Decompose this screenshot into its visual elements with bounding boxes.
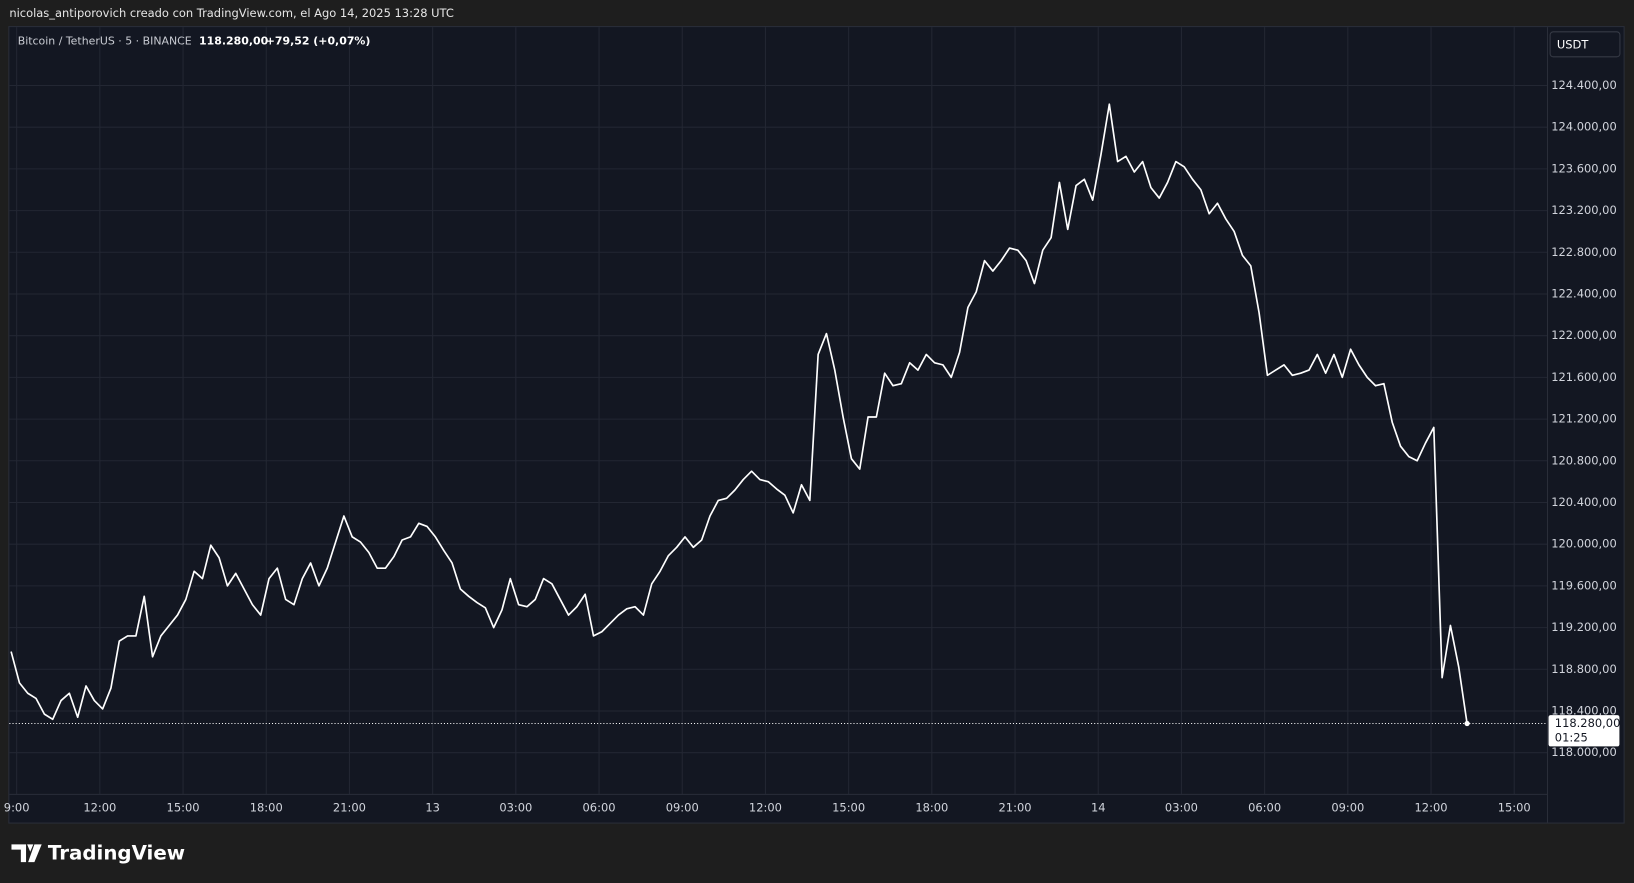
currency-button[interactable] bbox=[1549, 31, 1621, 58]
y-tick-label: 124.400,00 bbox=[1551, 78, 1617, 92]
x-tick-label: 12:00 bbox=[83, 800, 116, 814]
last-price-label: 118.280,00 bbox=[1555, 716, 1621, 730]
y-tick-label: 118.000,00 bbox=[1551, 745, 1617, 759]
x-tick-label: 03:00 bbox=[1165, 800, 1198, 814]
y-tick-label: 120.800,00 bbox=[1551, 453, 1617, 467]
last-value: 118.280,00 bbox=[199, 35, 269, 48]
y-tick-label: 122.000,00 bbox=[1551, 328, 1617, 342]
x-tick-label: 15:00 bbox=[1498, 800, 1531, 814]
y-tick-label: 124.000,00 bbox=[1551, 120, 1617, 134]
y-tick-label: 121.600,00 bbox=[1551, 370, 1617, 384]
x-tick-label: 09:00 bbox=[1331, 800, 1364, 814]
x-tick-label: 18:00 bbox=[250, 800, 283, 814]
change: +79,52 (+0,07%) bbox=[266, 35, 371, 48]
x-tick-label: 03:00 bbox=[499, 800, 532, 814]
y-tick-label: 122.800,00 bbox=[1551, 245, 1617, 259]
price-line bbox=[10, 103, 1468, 724]
x-tick-label: 06:00 bbox=[1248, 800, 1281, 814]
logo-icon bbox=[11, 844, 42, 863]
y-tick-label: 121.200,00 bbox=[1551, 412, 1617, 426]
grid bbox=[9, 27, 1548, 795]
x-tick-label: 12:00 bbox=[1415, 800, 1448, 814]
attribution: nicolas_antiporovich creado con TradingV… bbox=[9, 6, 453, 20]
logo-text: TradingView bbox=[48, 841, 185, 864]
x-tick-label: 21:00 bbox=[999, 800, 1032, 814]
x-tick-label: 09:00 bbox=[666, 800, 699, 814]
x-tick-label: 15:00 bbox=[832, 800, 865, 814]
x-tick-label: 06:00 bbox=[583, 800, 616, 814]
y-tick-label: 123.600,00 bbox=[1551, 161, 1617, 175]
x-tick-label: 21:00 bbox=[333, 800, 366, 814]
y-tick-label: 118.400,00 bbox=[1551, 703, 1617, 717]
x-tick-label: 12:00 bbox=[749, 800, 782, 814]
currency-button-label[interactable]: USDT bbox=[1557, 37, 1589, 51]
plot bbox=[9, 103, 1548, 727]
y-tick-label: 118.800,00 bbox=[1551, 662, 1617, 676]
last-price-box bbox=[1548, 715, 1620, 747]
x-tick-label: 18:00 bbox=[915, 800, 948, 814]
x-tick-label: 13 bbox=[425, 800, 440, 814]
y-tick-label: 123.200,00 bbox=[1551, 203, 1617, 217]
y-tick-label: 119.600,00 bbox=[1551, 578, 1617, 592]
x-tick-label: 14 bbox=[1091, 800, 1106, 814]
x-tick-label: 9:00 bbox=[4, 800, 30, 814]
chart-panel bbox=[8, 26, 1625, 824]
y-tick-label: 120.400,00 bbox=[1551, 495, 1617, 509]
logo: TradingView bbox=[11, 841, 185, 864]
y-tick-label: 119.200,00 bbox=[1551, 620, 1617, 634]
y-tick-label: 120.000,00 bbox=[1551, 537, 1617, 551]
symbol: Bitcoin / TetherUS · 5 · BINANCE bbox=[18, 35, 192, 48]
y-tick-label: 122.400,00 bbox=[1551, 286, 1617, 300]
x-tick-label: 15:00 bbox=[167, 800, 200, 814]
countdown: 01:25 bbox=[1555, 731, 1588, 745]
